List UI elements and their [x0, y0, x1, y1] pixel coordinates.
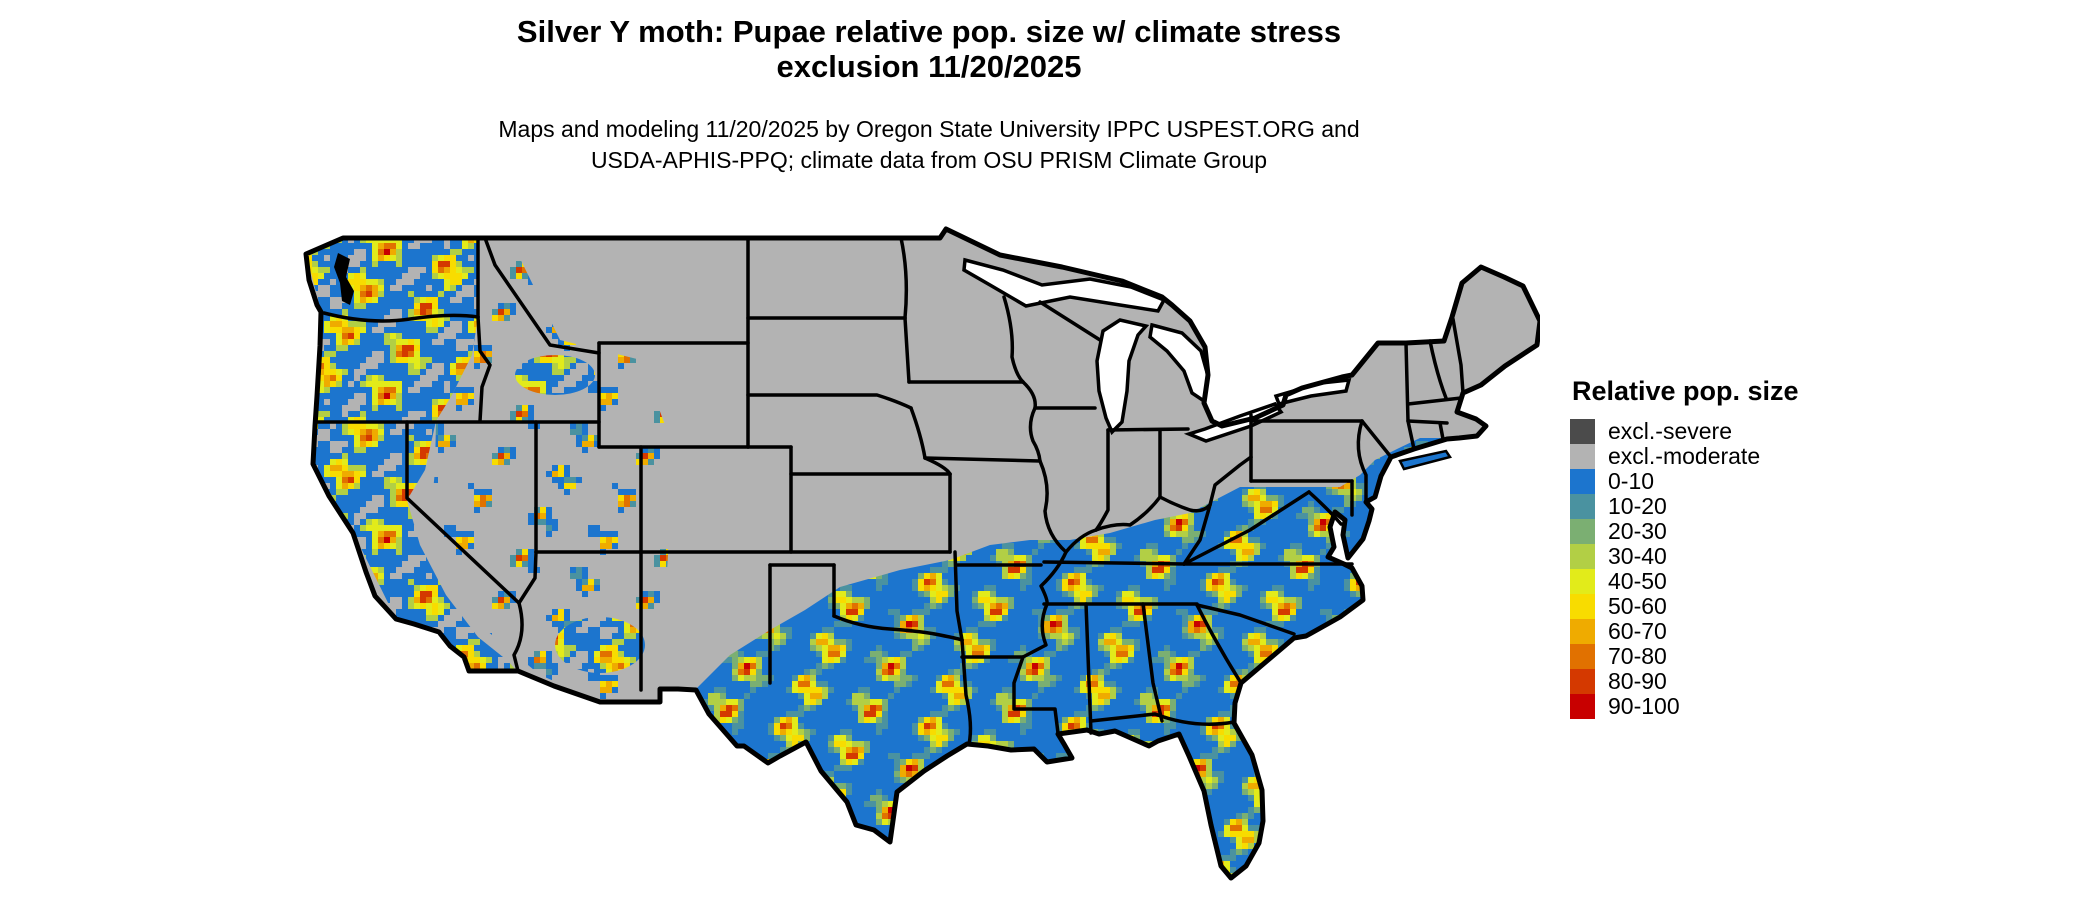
- legend-swatch-excl_severe: [1570, 419, 1595, 444]
- legend-label: excl.-moderate: [1608, 443, 1761, 469]
- pacific-coast-active-region: [306, 238, 522, 677]
- legend-item: 90-100: [1570, 694, 1990, 719]
- map-subtitle: Maps and modeling 11/20/2025 by Oregon S…: [0, 114, 1858, 176]
- legend-label: excl.-severe: [1608, 418, 1732, 444]
- legend-label: 30-40: [1608, 543, 1667, 569]
- idaho-snake-plain-mottle: [515, 355, 595, 395]
- legend-item: 30-40: [1570, 544, 1990, 569]
- legend-swatch-c50_60: [1570, 594, 1595, 619]
- legend-swatch-c40_50: [1570, 569, 1595, 594]
- legend-rows: excl.-severe excl.-moderate 0-10 10-20 20-30…: [1570, 419, 1990, 719]
- legend-item: 0-10: [1570, 469, 1990, 494]
- legend-label: 0-10: [1608, 468, 1655, 494]
- legend-item: 70-80: [1570, 644, 1990, 669]
- legend-item: 40-50: [1570, 569, 1990, 594]
- map-title: Silver Y moth: Pupae relative pop. size …: [0, 14, 1858, 84]
- state-borders: [313, 236, 1465, 746]
- arizona-mogollon-mottle: [555, 617, 645, 673]
- legend-label: 80-90: [1608, 668, 1667, 694]
- map-subtitle-line1: Maps and modeling 11/20/2025 by Oregon S…: [498, 116, 1360, 142]
- map-legend: Relative pop. size excl.-severe excl.-mod…: [1570, 376, 1990, 719]
- legend-swatch-c0_10: [1570, 469, 1595, 494]
- chart-header: Silver Y moth: Pupae relative pop. size …: [0, 14, 1858, 176]
- legend-item: 20-30: [1570, 519, 1990, 544]
- legend-label: 50-60: [1608, 593, 1667, 619]
- legend-swatch-c10_20: [1570, 494, 1595, 519]
- map-subtitle-line2: USDA-APHIS-PPQ; climate data from OSU PR…: [590, 147, 1268, 173]
- legend-label: 60-70: [1608, 618, 1667, 644]
- map-fill-layers: [306, 229, 1540, 878]
- interior-west-speckle-region: [430, 238, 668, 701]
- legend-swatch-excl_moderate: [1570, 444, 1595, 469]
- lake-huron: [1148, 322, 1210, 404]
- legend-item: excl.-moderate: [1570, 444, 1990, 469]
- legend-label: 90-100: [1608, 693, 1680, 719]
- map-title-line1: Silver Y moth: Pupae relative pop. size …: [516, 14, 1342, 49]
- legend-label: 70-80: [1608, 643, 1667, 669]
- long-island: [1398, 449, 1453, 471]
- legend-swatch-c90_100: [1570, 694, 1595, 719]
- legend-swatch-c70_80: [1570, 644, 1595, 669]
- legend-label: 20-30: [1608, 518, 1667, 544]
- puget-sound: [334, 253, 354, 305]
- legend-swatch-c20_30: [1570, 519, 1595, 544]
- legend-swatch-c60_70: [1570, 619, 1595, 644]
- legend-item: 50-60: [1570, 594, 1990, 619]
- legend-item: excl.-severe: [1570, 419, 1990, 444]
- legend-label: 10-20: [1608, 493, 1667, 519]
- legend-swatch-c80_90: [1570, 669, 1595, 694]
- us-outline: [303, 226, 1543, 881]
- legend-label: 40-50: [1608, 568, 1667, 594]
- lake-superior: [962, 257, 1167, 313]
- lake-michigan: [1095, 318, 1150, 436]
- map-title-line2: exclusion 11/20/2025: [776, 49, 1082, 84]
- legend-swatch-c30_40: [1570, 544, 1595, 569]
- legend-title: Relative pop. size: [1572, 376, 1799, 406]
- legend-item: 60-70: [1570, 619, 1990, 644]
- legend-item: 80-90: [1570, 669, 1990, 694]
- legend-item: 10-20: [1570, 494, 1990, 519]
- us-map-svg: [303, 226, 1543, 881]
- us-map: [300, 225, 1543, 892]
